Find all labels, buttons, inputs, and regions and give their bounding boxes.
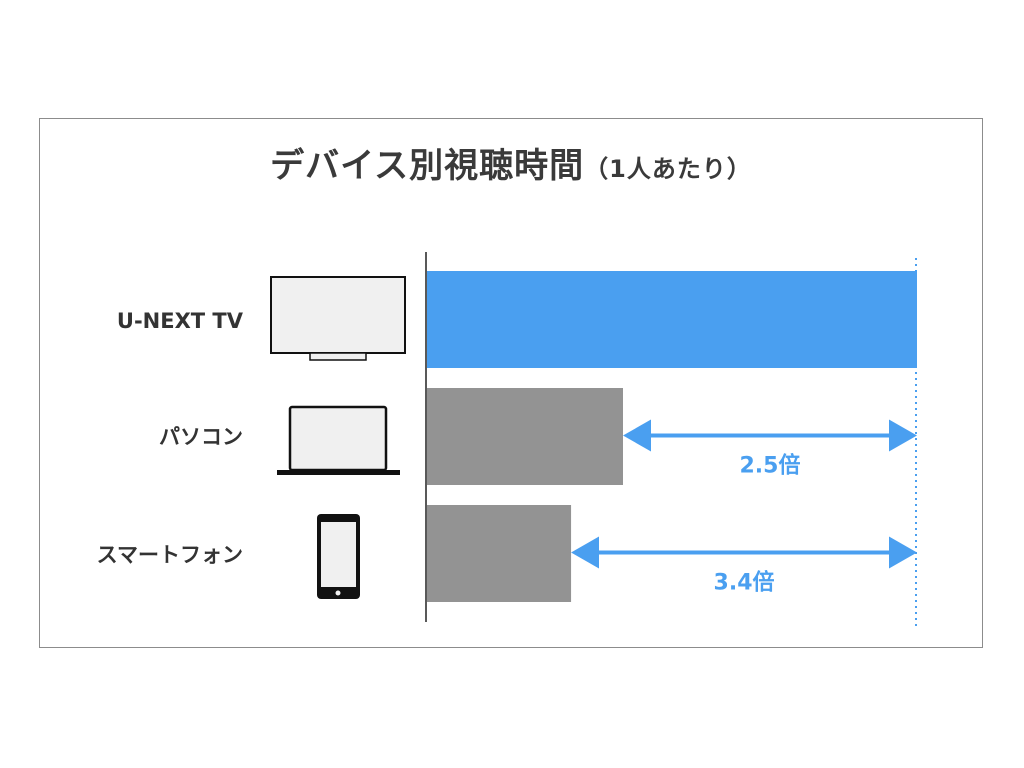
category-label-2: スマートフォン	[97, 543, 243, 567]
bar-smartphone	[427, 505, 572, 602]
ratio-label-pc: 2.5倍	[740, 453, 801, 479]
chart-title: デバイス別視聴時間（1人あたり）	[39, 138, 983, 187]
bar-pc	[427, 388, 623, 485]
chart-title-main: デバイス別視聴時間	[270, 146, 585, 186]
tv-icon	[270, 276, 406, 361]
laptop-icon	[277, 405, 400, 475]
category-label-1: パソコン	[159, 425, 243, 449]
category-label-0: U-NEXT TV	[117, 309, 244, 333]
chart-title-sub: （1人あたり）	[584, 155, 752, 183]
bar-u-next-tv	[427, 271, 917, 368]
ratio-label-smartphone: 3.4倍	[714, 570, 775, 596]
smartphone-icon	[317, 514, 360, 599]
